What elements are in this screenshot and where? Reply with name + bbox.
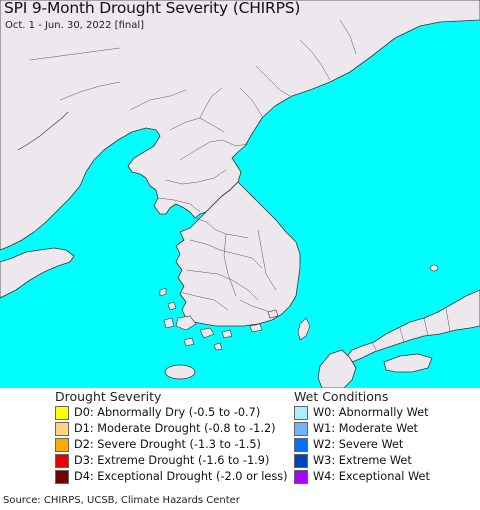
wet-legend-title: Wet Conditions — [294, 389, 389, 404]
legend-swatch-d4 — [55, 470, 69, 484]
legend-swatch-w1 — [294, 422, 308, 436]
legend-swatch-w3 — [294, 454, 308, 468]
legend-label-w2: W2: Severe Wet — [313, 438, 404, 451]
legend-swatch-d3 — [55, 454, 69, 468]
legend-item-w3: W3: Extreme Wet — [294, 453, 474, 469]
legend-label-d2: D2: Severe Drought (-1.3 to -1.5) — [74, 438, 261, 451]
legend-label-d1: D1: Moderate Drought (-0.8 to -1.2) — [74, 422, 276, 435]
legend-label-d4: D4: Exceptional Drought (-2.0 or less) — [74, 470, 288, 483]
map — [0, 0, 480, 388]
legend-label-w3: W3: Extreme Wet — [313, 454, 412, 467]
legend-swatch-w4 — [294, 470, 308, 484]
legend-item-w1: W1: Moderate Wet — [294, 421, 474, 437]
drought-legend-title: Drought Severity — [55, 389, 162, 404]
legend-item-w0: W0: Abnormally Wet — [294, 405, 474, 421]
admin-boundaries — [29, 19, 357, 313]
tsushima-island — [297, 317, 311, 341]
legend-label-w0: W0: Abnormally Wet — [313, 406, 429, 419]
legend-label-w1: W1: Moderate Wet — [313, 422, 418, 435]
legend-swatch-d0 — [55, 406, 69, 420]
legend-swatch-d2 — [55, 438, 69, 452]
legend-swatch-w0 — [294, 406, 308, 420]
map-title: SPI 9-Month Drought Severity (CHIRPS) — [4, 0, 301, 17]
south-korea — [175, 181, 301, 327]
legend-label-d3: D3: Extreme Drought (-1.6 to -1.9) — [74, 454, 270, 467]
legend-swatch-w2 — [294, 438, 308, 452]
legend-item-d2: D2: Severe Drought (-1.3 to -1.5) — [55, 437, 285, 453]
japan-admin-boundaries — [371, 307, 451, 351]
legend-item-w4: W4: Exceptional Wet — [294, 469, 474, 485]
source-credit: Source: CHIRPS, UCSB, Climate Hazards Ce… — [3, 495, 240, 506]
map-subtitle: Oct. 1 - Jun. 30, 2022 [final] — [5, 20, 145, 31]
legend-label-d0: D0: Abnormally Dry (-0.5 to -0.7) — [74, 406, 261, 419]
legend-item-d1: D1: Moderate Drought (-0.8 to -1.2) — [55, 421, 285, 437]
korea-islands — [159, 287, 279, 351]
jeju-island — [164, 364, 196, 380]
japan-kyushu — [317, 349, 357, 388]
legend-label-w4: W4: Exceptional Wet — [313, 470, 430, 483]
bohai-coast — [17, 111, 69, 151]
legend-item-d3: D3: Extreme Drought (-1.6 to -1.9) — [55, 453, 285, 469]
mainland-landmass — [0, 0, 480, 251]
shandong-peninsula — [0, 247, 75, 299]
legend-item-d0: D0: Abnormally Dry (-0.5 to -0.7) — [55, 405, 285, 421]
japan-shikoku — [383, 353, 433, 373]
ulleung-island — [429, 264, 439, 272]
legend-swatch-d1 — [55, 422, 69, 436]
legend-item-d4: D4: Exceptional Drought (-2.0 or less) — [55, 469, 288, 485]
legend-item-w2: W2: Severe Wet — [294, 437, 474, 453]
